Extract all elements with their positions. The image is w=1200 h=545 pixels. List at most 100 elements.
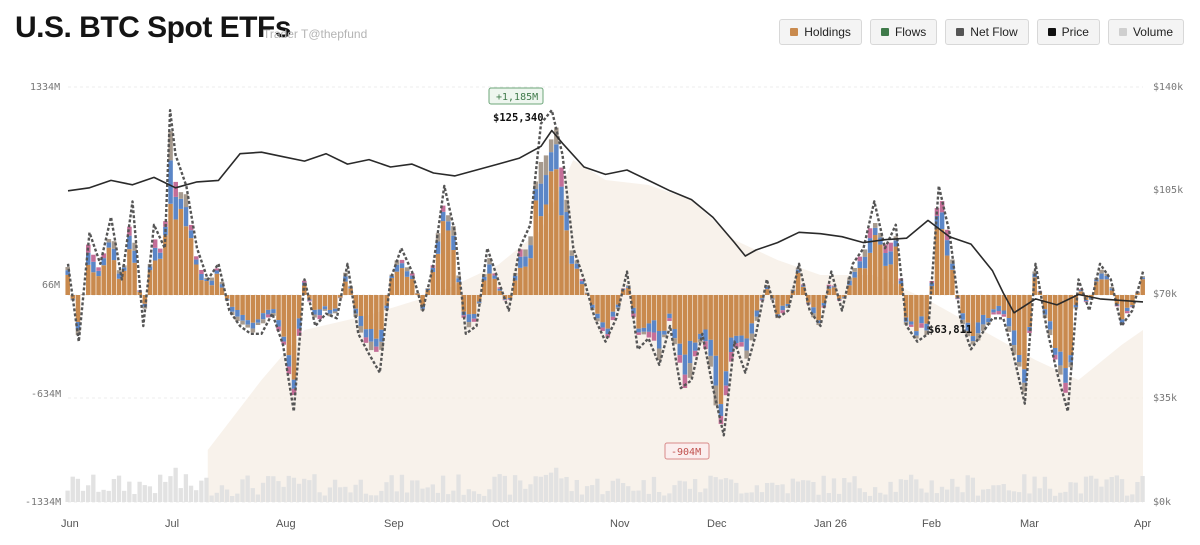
volume-bar-19 (163, 481, 168, 502)
flow-bar-138-seg-0 (775, 295, 780, 315)
flow-bar-22-seg-1 (178, 198, 184, 209)
flow-bar-134-seg-2 (754, 316, 760, 321)
volume-bar-7 (101, 489, 106, 502)
flow-bar-83-seg-0 (492, 278, 497, 295)
flow-bar-81-seg-0 (482, 280, 487, 295)
volume-bar-161 (893, 491, 898, 502)
volume-bar-129 (728, 479, 734, 502)
volume-bar-160 (888, 481, 893, 502)
flow-bar-0-seg-2 (65, 267, 70, 271)
flow-bar-37-seg-0 (255, 295, 261, 320)
flow-bar-125-seg-2 (708, 355, 713, 367)
flow-bar-68-seg-0 (415, 293, 420, 295)
volume-bar-177 (975, 495, 981, 502)
flow-bar-131-seg-1 (739, 335, 744, 343)
legend-volume-button[interactable]: Volume (1107, 19, 1184, 45)
flow-bar-91-seg-2 (533, 181, 539, 190)
volume-bar-137 (770, 482, 775, 502)
flow-bar-117-seg-0 (667, 295, 672, 314)
flow-bar-159-seg-1 (883, 253, 888, 266)
flow-bar-116-seg-2 (662, 334, 667, 338)
flow-bar-35-seg-2 (245, 324, 250, 328)
volume-bar-1 (70, 476, 75, 502)
volume-bar-178 (980, 489, 986, 502)
volume-bar-73 (440, 475, 446, 502)
flow-bar-25-seg-1 (194, 259, 199, 265)
volume-bar-174 (960, 492, 965, 502)
volume-bar-143 (800, 480, 806, 502)
flow-bar-198-seg-2 (1083, 301, 1089, 303)
flow-bar-178-seg-2 (980, 324, 986, 331)
flow-bar-40-seg-2 (271, 313, 276, 316)
flow-bar-37-seg-2 (255, 322, 261, 325)
flow-bar-6-seg-1 (96, 270, 101, 277)
flow-bar-19-seg-2 (163, 221, 168, 227)
y-right-tick-2: $70k (1153, 289, 1177, 300)
flow-bar-173-seg-2 (955, 298, 960, 300)
flow-bar-116-seg-0 (662, 295, 667, 331)
flow-bar-84-seg-1 (497, 288, 503, 291)
flow-bar-49-seg-2 (317, 315, 322, 320)
flow-bar-27-seg-0 (204, 281, 209, 295)
flow-bar-131-seg-0 (739, 295, 744, 336)
flow-bar-113-seg-2 (646, 331, 652, 338)
flow-bar-0-seg-1 (65, 270, 70, 275)
volume-bar-54 (343, 486, 348, 502)
flow-bar-10-seg-2 (116, 270, 122, 274)
flow-bar-92-seg-0 (538, 216, 544, 295)
flow-bar-111-seg-1 (636, 328, 641, 333)
flow-bar-194-seg-2 (1063, 382, 1068, 393)
volume-bar-158 (878, 492, 883, 502)
flow-bar-1-seg-0 (70, 295, 76, 299)
flow-bar-165-seg-2 (914, 335, 919, 339)
flow-bar-30-seg-0 (219, 287, 225, 295)
volume-bar-110 (631, 490, 636, 502)
flow-bar-187-seg-0 (1027, 295, 1032, 328)
volume-bar-18 (158, 474, 163, 502)
flow-bar-82-seg-0 (487, 273, 492, 295)
volume-bar-162 (898, 479, 904, 502)
legend-flows-button[interactable]: Flows (869, 19, 938, 45)
flow-bar-8-seg-1 (106, 242, 112, 248)
legend-price-button[interactable]: Price (1036, 19, 1100, 45)
volume-bar-120 (682, 481, 687, 502)
flow-bar-36-seg-2 (250, 328, 256, 333)
flow-bar-43-seg-1 (286, 355, 292, 367)
flow-bar-100-seg-2 (579, 279, 585, 282)
price-path (67, 129, 1144, 314)
volume-bar-87 (512, 475, 518, 502)
legend-netflow-button[interactable]: Net Flow (945, 19, 1029, 45)
volume-bar-33 (235, 493, 240, 502)
flow-bar-167-seg-0 (924, 295, 929, 324)
flow-bar-104-seg-2 (600, 327, 605, 332)
flow-bar-113-seg-1 (646, 323, 652, 332)
flow-bar-62-seg-1 (384, 305, 389, 309)
flow-bar-90-seg-1 (528, 245, 533, 259)
legend-holdings-button[interactable]: Holdings (779, 19, 862, 45)
x-month-10: Apr (1134, 518, 1151, 530)
volume-bar-58 (363, 493, 369, 502)
flow-bar-147-seg-0 (821, 295, 827, 304)
flow-bar-140-seg-0 (785, 295, 791, 304)
flow-bar-198-seg-0 (1083, 295, 1089, 300)
volume-bar-153 (852, 476, 857, 502)
flow-bar-176-seg-1 (970, 336, 976, 342)
flow-bar-203-seg-1 (1109, 288, 1115, 291)
flow-bar-197-seg-0 (1078, 291, 1084, 295)
flow-bar-125-seg-0 (708, 295, 713, 340)
volume-bar-207 (1130, 494, 1135, 502)
volume-bar-98 (569, 491, 574, 502)
etf-flow-chart: 1334M 66M -634M -1334M $140k $105k $70k … (25, 82, 1183, 530)
y-right-tick-1: $105k (1153, 185, 1183, 196)
flow-bar-145-seg-1 (811, 307, 816, 314)
flow-bar-16-seg-1 (147, 266, 153, 271)
flow-bar-94-seg-1 (548, 152, 554, 172)
volume-bar-46 (302, 478, 307, 502)
flow-bar-33-seg-1 (235, 309, 240, 317)
volume-bar-79 (471, 491, 477, 502)
flow-bar-60-seg-0 (374, 295, 379, 339)
x-month-2: Aug (276, 518, 296, 530)
flow-bar-161-seg-1 (893, 240, 899, 247)
flow-bar-37-seg-1 (255, 319, 261, 323)
flow-bar-89-seg-0 (523, 266, 528, 295)
